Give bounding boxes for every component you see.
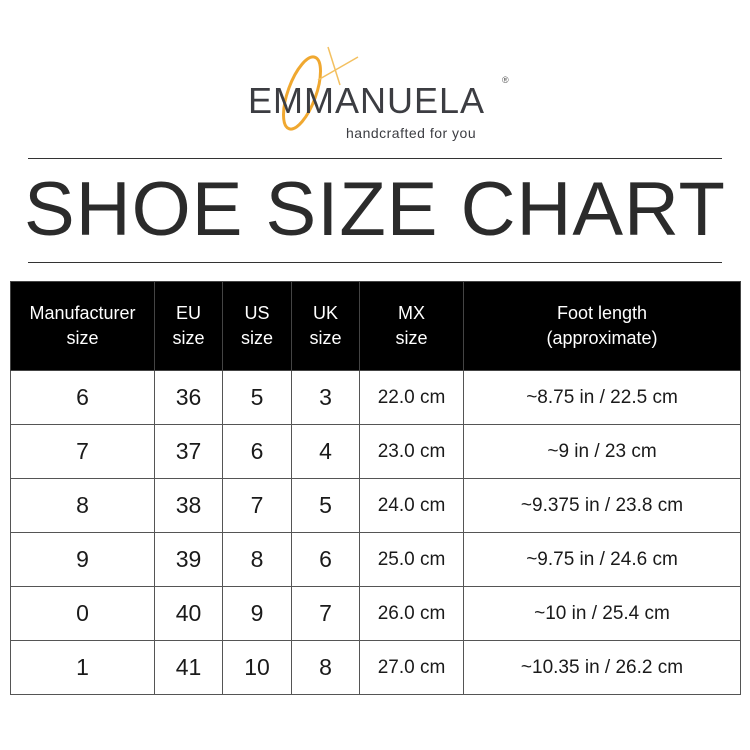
cell-us: 10: [222, 640, 292, 695]
header-line: (approximate): [546, 328, 658, 348]
header-us: US size: [222, 281, 292, 371]
cell-uk: 7: [291, 586, 360, 641]
header-manufacturer: Manufacturer size: [10, 281, 155, 371]
cell-eu: 40: [154, 586, 223, 641]
page-title: SHOE SIZE CHART: [24, 167, 726, 252]
cell-us: 7: [222, 478, 292, 533]
header-line: US: [244, 303, 270, 323]
cell-foot-length: ~9 in / 23 cm: [463, 424, 741, 479]
cell-foot-length: ~10 in / 25.4 cm: [463, 586, 741, 641]
cell-manufacturer: 1: [10, 640, 155, 695]
cell-manufacturer: 0: [10, 586, 155, 641]
table-row: 9 39 8 6 25.0 cm ~9.75 in / 24.6 cm: [10, 532, 741, 587]
cell-foot-length: ~9.75 in / 24.6 cm: [463, 532, 741, 587]
top-divider: [28, 158, 722, 159]
cell-eu: 39: [154, 532, 223, 587]
cell-eu: 36: [154, 370, 223, 425]
brand-tagline: handcrafted for you: [346, 125, 477, 141]
cell-uk: 6: [291, 532, 360, 587]
cell-eu: 37: [154, 424, 223, 479]
cell-mx: 26.0 cm: [359, 586, 464, 641]
cell-foot-length: ~9.375 in / 23.8 cm: [463, 478, 741, 533]
cell-eu: 41: [154, 640, 223, 695]
table-row: 1 41 10 8 27.0 cm ~10.35 in / 26.2 cm: [10, 640, 741, 695]
cell-us: 5: [222, 370, 292, 425]
table-row: 8 38 7 5 24.0 cm ~9.375 in / 23.8 cm: [10, 478, 741, 533]
header-eu: EU size: [154, 281, 223, 371]
header-line: size: [66, 328, 99, 348]
cell-us: 8: [222, 532, 292, 587]
cell-manufacturer: 8: [10, 478, 155, 533]
cell-mx: 22.0 cm: [359, 370, 464, 425]
cell-us: 9: [222, 586, 292, 641]
cell-eu: 38: [154, 478, 223, 533]
cell-uk: 3: [291, 370, 360, 425]
bottom-divider: [28, 262, 722, 263]
table-header-row: Manufacturer size EU size US size UK size MX size…: [10, 281, 741, 371]
registered-mark: ®: [502, 75, 509, 85]
header-line: EU: [175, 303, 201, 323]
cell-uk: 8: [291, 640, 360, 695]
logo-swirl-icon: [282, 46, 359, 131]
table-row: 6 36 5 3 22.0 cm ~8.75 in / 22.5 cm: [10, 370, 741, 425]
header-line: size: [240, 328, 273, 348]
cell-uk: 4: [291, 424, 360, 479]
cell-mx: 24.0 cm: [359, 478, 464, 533]
header-line: size: [395, 328, 428, 348]
header-line: size: [172, 328, 205, 348]
cell-mx: 27.0 cm: [359, 640, 464, 695]
header-line: MX: [398, 303, 425, 323]
cell-mx: 25.0 cm: [359, 532, 464, 587]
cell-us: 6: [222, 424, 292, 479]
brand-logo: EMMANUELA ® handcrafted for you: [240, 45, 520, 145]
cell-foot-length: ~10.35 in / 26.2 cm: [463, 640, 741, 695]
cell-uk: 5: [291, 478, 360, 533]
header-uk: UK size: [291, 281, 360, 371]
header-line: UK: [312, 303, 338, 323]
table-row: 0 40 9 7 26.0 cm ~10 in / 25.4 cm: [10, 586, 741, 641]
table-row: 7 37 6 4 23.0 cm ~9 in / 23 cm: [10, 424, 741, 479]
cell-mx: 23.0 cm: [359, 424, 464, 479]
header-line: Manufacturer: [29, 303, 136, 323]
brand-name: EMMANUELA: [248, 80, 486, 121]
header-line: size: [309, 328, 342, 348]
cell-manufacturer: 7: [10, 424, 155, 479]
header-line: Foot length: [556, 303, 648, 323]
cell-manufacturer: 6: [10, 370, 155, 425]
header-foot-length: Foot length (approximate): [463, 281, 741, 371]
size-table: Manufacturer size EU size US size UK size MX size…: [10, 281, 741, 695]
cell-foot-length: ~8.75 in / 22.5 cm: [463, 370, 741, 425]
cell-manufacturer: 9: [10, 532, 155, 587]
header-mx: MX size: [359, 281, 464, 371]
